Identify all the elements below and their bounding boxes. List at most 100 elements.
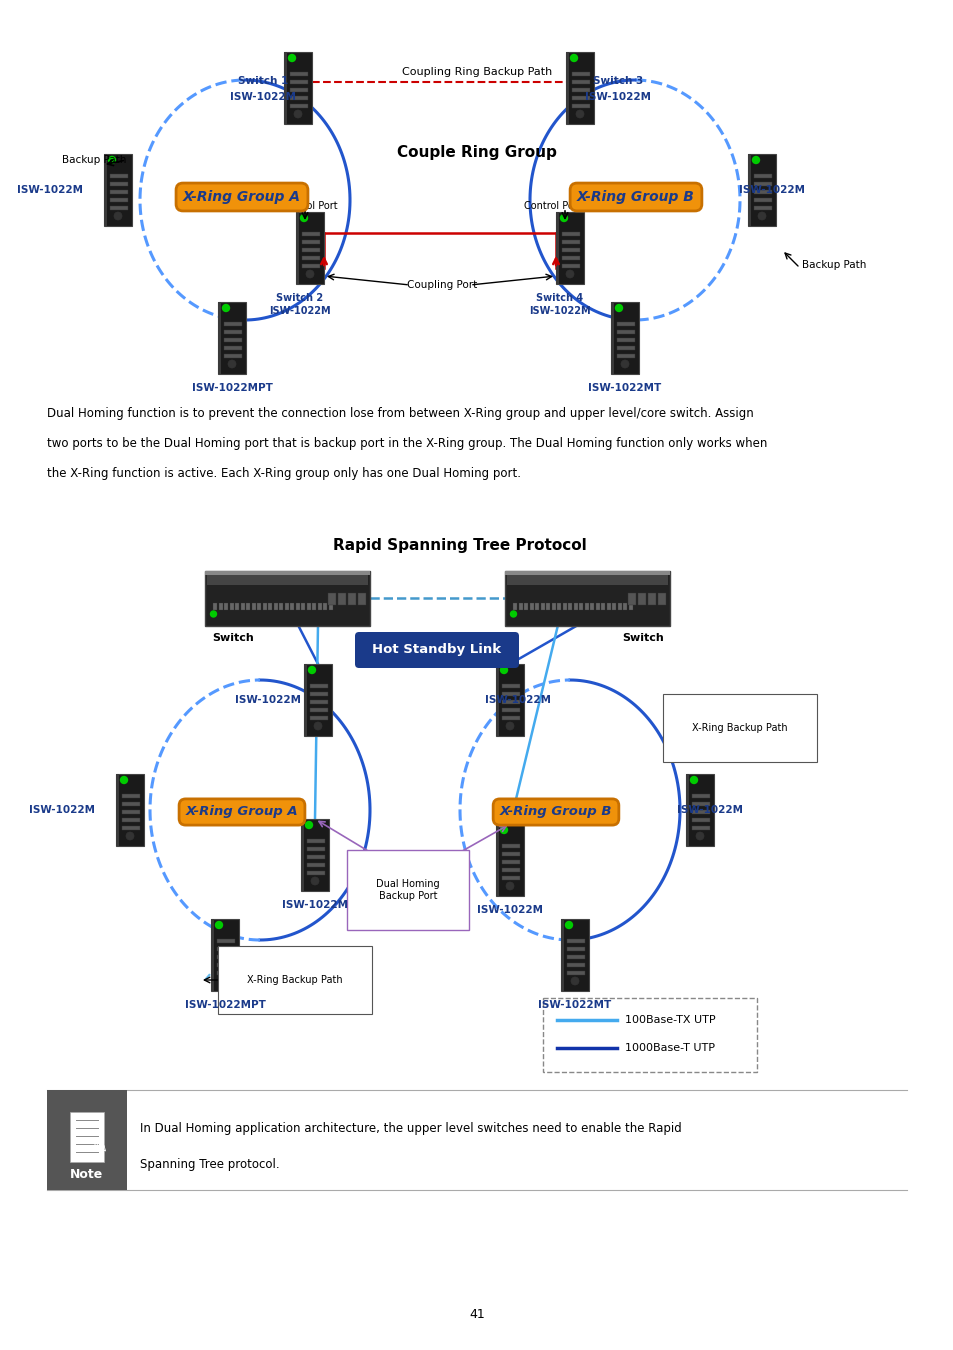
Bar bbox=[291, 603, 294, 610]
Circle shape bbox=[690, 776, 697, 783]
Bar bbox=[658, 593, 666, 605]
Bar bbox=[122, 826, 140, 830]
Circle shape bbox=[300, 215, 307, 221]
Bar bbox=[557, 603, 561, 610]
Bar bbox=[617, 338, 635, 342]
Text: X-Ring Backup Path: X-Ring Backup Path bbox=[692, 724, 787, 733]
Text: Coupling Ring Backup Path: Coupling Ring Backup Path bbox=[401, 68, 552, 77]
Bar bbox=[122, 810, 140, 814]
Bar bbox=[590, 603, 594, 610]
Bar bbox=[323, 603, 327, 610]
Bar bbox=[295, 603, 299, 610]
Bar bbox=[348, 593, 356, 605]
Text: Coupling Port: Coupling Port bbox=[406, 279, 476, 290]
Bar bbox=[535, 603, 539, 610]
Text: X-Ring Group A: X-Ring Group A bbox=[183, 190, 301, 204]
Bar bbox=[556, 212, 583, 284]
Bar bbox=[617, 329, 635, 333]
Bar bbox=[568, 603, 572, 610]
Bar bbox=[617, 323, 635, 325]
Bar bbox=[618, 603, 621, 610]
Bar bbox=[566, 954, 584, 958]
Bar bbox=[501, 876, 519, 880]
Bar bbox=[252, 603, 255, 610]
Bar bbox=[496, 664, 498, 736]
Bar bbox=[284, 53, 312, 124]
Bar bbox=[224, 346, 242, 350]
Text: Switch: Switch bbox=[212, 633, 253, 643]
Circle shape bbox=[696, 832, 703, 840]
Circle shape bbox=[294, 109, 302, 117]
Text: ISW-1022M: ISW-1022M bbox=[529, 306, 590, 316]
Bar bbox=[691, 818, 709, 822]
Bar bbox=[596, 603, 599, 610]
Circle shape bbox=[305, 822, 313, 829]
Text: Couple Ring Group: Couple Ring Group bbox=[396, 144, 557, 159]
Bar bbox=[317, 603, 322, 610]
Text: ISW-1022M: ISW-1022M bbox=[739, 185, 804, 194]
Bar bbox=[307, 603, 311, 610]
Text: ISW-1022M: ISW-1022M bbox=[584, 92, 650, 103]
Text: Spanning Tree protocol.: Spanning Tree protocol. bbox=[140, 1158, 279, 1170]
Bar bbox=[230, 603, 233, 610]
Bar bbox=[310, 707, 328, 711]
Bar bbox=[116, 774, 144, 846]
Bar bbox=[501, 852, 519, 856]
Bar bbox=[556, 212, 558, 284]
Bar bbox=[216, 940, 234, 944]
Circle shape bbox=[571, 977, 578, 986]
Bar bbox=[235, 603, 239, 610]
Circle shape bbox=[615, 305, 622, 312]
Bar bbox=[496, 824, 523, 896]
Circle shape bbox=[565, 922, 572, 929]
Bar bbox=[572, 96, 589, 100]
FancyBboxPatch shape bbox=[542, 998, 757, 1072]
Text: X-Ring Group A: X-Ring Group A bbox=[186, 806, 298, 818]
Text: ISW-1022M: ISW-1022M bbox=[230, 92, 295, 103]
Bar bbox=[104, 154, 132, 225]
Circle shape bbox=[222, 305, 230, 312]
Bar bbox=[257, 603, 261, 610]
Text: two ports to be the Dual Homing port that is backup port in the X-Ring group. Th: two ports to be the Dual Homing port tha… bbox=[47, 437, 766, 450]
Bar bbox=[110, 190, 128, 194]
Circle shape bbox=[308, 667, 315, 674]
Bar bbox=[501, 701, 519, 703]
Text: Hot Standby Link: Hot Standby Link bbox=[372, 644, 501, 656]
Bar bbox=[358, 593, 366, 605]
Bar bbox=[496, 824, 498, 896]
Text: Control Port: Control Port bbox=[524, 201, 581, 211]
Circle shape bbox=[228, 360, 235, 369]
Bar bbox=[304, 664, 332, 736]
Bar bbox=[552, 603, 556, 610]
Bar bbox=[122, 794, 140, 798]
Bar bbox=[279, 603, 283, 610]
Bar bbox=[216, 946, 234, 950]
Text: ISW-1022M: ISW-1022M bbox=[282, 900, 348, 910]
Bar bbox=[574, 603, 578, 610]
Bar bbox=[310, 693, 328, 697]
Bar bbox=[561, 256, 579, 261]
Bar bbox=[246, 603, 251, 610]
Circle shape bbox=[505, 882, 514, 890]
Bar bbox=[560, 919, 588, 991]
Circle shape bbox=[565, 270, 574, 278]
Text: X-Ring Backup Path: X-Ring Backup Path bbox=[247, 975, 342, 985]
Circle shape bbox=[120, 776, 128, 783]
Bar bbox=[219, 603, 223, 610]
Circle shape bbox=[311, 878, 318, 886]
Bar bbox=[496, 664, 523, 736]
Bar bbox=[540, 603, 544, 610]
Circle shape bbox=[314, 722, 322, 730]
Bar bbox=[268, 603, 273, 610]
Bar bbox=[617, 354, 635, 358]
Text: Switch 2: Switch 2 bbox=[276, 293, 323, 302]
Bar bbox=[691, 802, 709, 806]
Bar bbox=[501, 684, 519, 688]
Bar bbox=[610, 302, 639, 374]
Bar bbox=[628, 593, 636, 605]
Bar bbox=[501, 716, 519, 720]
Bar bbox=[565, 53, 568, 124]
Text: ISW-1022M: ISW-1022M bbox=[269, 306, 331, 316]
Text: Switch 3: Switch 3 bbox=[592, 76, 642, 86]
Bar bbox=[205, 571, 370, 575]
